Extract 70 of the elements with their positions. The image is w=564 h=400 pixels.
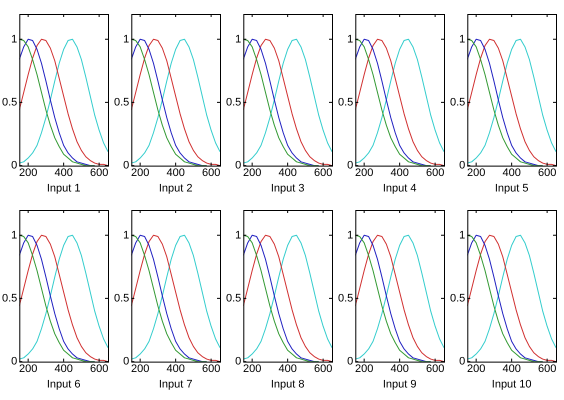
y-tick-label: 0.5 <box>338 96 354 108</box>
x-tick-label: 600 <box>314 167 332 180</box>
x-tick-label: 400 <box>54 363 73 376</box>
y-tick-label: 0 <box>11 160 18 172</box>
y-tick-label: 1 <box>459 33 466 46</box>
y-tick-label: 1 <box>235 33 242 46</box>
y-tick-label: 0.5 <box>450 96 466 108</box>
x-tick-label: 600 <box>426 363 444 376</box>
x-tick-label: 200 <box>18 363 38 376</box>
x-tick-label: 600 <box>202 167 220 180</box>
x-tick-label: 600 <box>90 167 108 180</box>
x-tick-label: 200 <box>354 167 374 180</box>
x-tick-label: 400 <box>502 363 521 376</box>
y-tick-label: 0 <box>235 356 242 368</box>
y-tick-label: 1 <box>123 229 130 242</box>
y-tick-label: 0.5 <box>2 292 18 304</box>
x-axis-title: Input 9 <box>382 378 416 390</box>
x-axis-title: Input 3 <box>270 182 304 194</box>
y-tick-label: 0.5 <box>226 292 242 304</box>
x-axis-title: Input 10 <box>492 378 532 390</box>
x-tick-label: 400 <box>278 167 297 180</box>
y-tick-label: 0 <box>123 160 130 172</box>
x-tick-label: 200 <box>130 363 150 376</box>
x-tick-label: 400 <box>54 167 73 180</box>
y-tick-label: 1 <box>235 229 242 242</box>
y-tick-label: 1 <box>11 33 18 46</box>
x-axis-title: Input 6 <box>46 378 80 390</box>
y-tick-label: 1 <box>459 229 466 242</box>
y-tick-label: 0.5 <box>114 96 130 108</box>
y-tick-label: 0 <box>123 356 130 368</box>
x-tick-label: 200 <box>242 167 262 180</box>
x-axis-title: Input 5 <box>494 182 528 194</box>
x-tick-label: 600 <box>314 363 332 376</box>
x-tick-label: 200 <box>354 363 374 376</box>
y-tick-label: 0.5 <box>114 292 130 304</box>
x-axis-title: Input 1 <box>46 182 80 194</box>
x-tick-label: 400 <box>390 167 409 180</box>
x-tick-label: 400 <box>166 167 185 180</box>
x-axis-title: Input 7 <box>158 378 192 390</box>
y-tick-label: 1 <box>123 33 130 46</box>
x-tick-label: 600 <box>538 167 556 180</box>
x-tick-label: 200 <box>130 167 150 180</box>
y-tick-label: 0.5 <box>450 292 466 304</box>
y-tick-label: 0.5 <box>2 96 18 108</box>
x-tick-label: 600 <box>202 363 220 376</box>
x-axis-title: Input 8 <box>270 378 304 390</box>
x-tick-label: 600 <box>90 363 108 376</box>
y-tick-label: 1 <box>347 33 354 46</box>
y-tick-label: 0 <box>459 160 466 172</box>
y-tick-label: 0 <box>347 356 354 368</box>
y-tick-label: 1 <box>11 229 18 242</box>
x-tick-label: 200 <box>18 167 38 180</box>
y-tick-label: 0 <box>235 160 242 172</box>
y-tick-label: 0.5 <box>226 96 242 108</box>
y-tick-label: 0 <box>459 356 466 368</box>
y-tick-label: 1 <box>347 229 354 242</box>
x-tick-label: 200 <box>466 363 486 376</box>
y-tick-label: 0 <box>11 356 18 368</box>
x-tick-label: 200 <box>242 363 262 376</box>
x-tick-label: 600 <box>538 363 556 376</box>
x-tick-label: 400 <box>278 363 297 376</box>
y-tick-label: 0.5 <box>338 292 354 304</box>
x-axis-title: Input 4 <box>382 182 416 194</box>
x-tick-label: 400 <box>166 363 185 376</box>
x-tick-label: 200 <box>466 167 486 180</box>
y-tick-label: 0 <box>347 160 354 172</box>
x-tick-label: 600 <box>426 167 444 180</box>
x-tick-label: 400 <box>502 167 521 180</box>
x-axis-title: Input 2 <box>158 182 192 194</box>
x-tick-label: 400 <box>390 363 409 376</box>
